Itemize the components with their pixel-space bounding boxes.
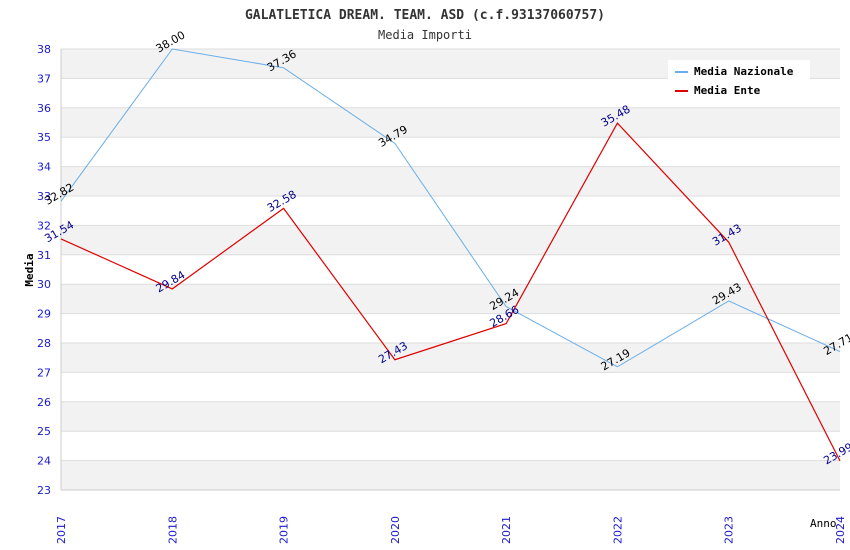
y-tick-label: 31 xyxy=(37,249,51,262)
x-tick-label: 2021 xyxy=(500,516,513,544)
grid-bands xyxy=(61,49,840,490)
grid-band xyxy=(61,401,840,432)
x-tick-label: 2024 xyxy=(834,516,847,544)
y-tick-label: 26 xyxy=(37,396,51,409)
y-tick-label: 38 xyxy=(37,43,51,56)
grid-band xyxy=(61,166,840,196)
legend-label-media-ente: Media Ente xyxy=(694,84,761,97)
y-tick-label: 35 xyxy=(37,131,51,144)
chart-subtitle: Media Importi xyxy=(378,28,472,42)
grid-band xyxy=(61,460,840,490)
x-tick-label: 2017 xyxy=(55,516,68,544)
y-tick-label: 30 xyxy=(37,278,51,291)
y-axis-label: Media xyxy=(23,253,36,286)
legend: Media Nazionale Media Ente xyxy=(668,60,810,102)
y-tick-label: 34 xyxy=(37,161,51,174)
y-tick-label: 36 xyxy=(37,102,51,115)
y-axis-ticks: 23 24 25 26 27 28 29 30 31 32 33 34 35 36 37 38 xyxy=(37,43,51,497)
x-tick-label: 2022 xyxy=(611,516,624,544)
x-tick-label: 2018 xyxy=(166,516,179,544)
series-group xyxy=(60,48,841,462)
y-tick-label: 29 xyxy=(37,308,51,321)
grid-band xyxy=(61,284,840,314)
legend-label-media-nazionale: Media Nazionale xyxy=(694,65,794,78)
grid-band xyxy=(61,343,840,373)
y-tick-label: 23 xyxy=(37,484,51,497)
y-tick-label: 37 xyxy=(37,72,51,85)
x-axis-label: Anno xyxy=(810,517,837,530)
chart-title: GALATLETICA DREAM. TEAM. ASD (c.f.931370… xyxy=(245,8,605,23)
y-tick-label: 32 xyxy=(37,219,51,232)
y-tick-label: 27 xyxy=(37,366,51,379)
legend-box xyxy=(668,60,810,102)
x-axis-ticks: 2017 2018 2019 2020 2021 2022 2023 2024 xyxy=(55,516,847,544)
series-line-media-ente xyxy=(60,122,841,462)
y-tick-label: 24 xyxy=(37,455,51,468)
y-tick-label: 28 xyxy=(37,337,51,350)
y-tick-label: 33 xyxy=(37,190,51,203)
grid-band xyxy=(61,225,840,255)
data-label: 32.82 xyxy=(42,181,76,208)
x-tick-label: 2019 xyxy=(278,516,291,544)
y-tick-label: 25 xyxy=(37,425,51,438)
series-line-media-nazionale xyxy=(60,48,841,368)
grid-band xyxy=(61,107,840,138)
x-tick-label: 2020 xyxy=(389,516,402,544)
x-tick-label: 2023 xyxy=(723,516,736,544)
